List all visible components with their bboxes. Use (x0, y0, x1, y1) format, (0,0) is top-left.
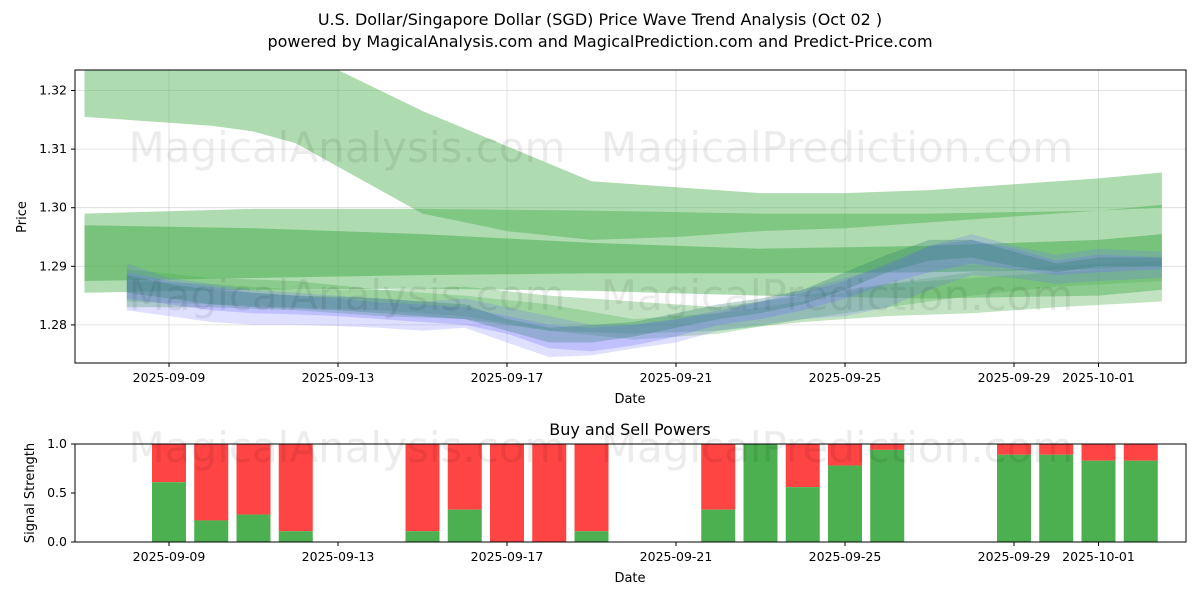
buy-bar (152, 482, 186, 542)
sell-bar (701, 444, 736, 510)
sell-bar (152, 444, 186, 483)
watermark-left-lower: MagicalAnalysis.com (129, 271, 566, 320)
buy-bar (828, 465, 862, 542)
sell-bar (236, 444, 271, 515)
buy-bar (1081, 460, 1116, 542)
lower-x-axis-label: Date (614, 571, 645, 586)
lower-y-ticks: 0.0 0.5 1.0 (47, 436, 75, 549)
chart-title: U.S. Dollar/Singapore Dollar (SGD) Price… (318, 10, 882, 29)
sell-bar (532, 444, 567, 542)
buy-bar (447, 509, 482, 542)
lower-y-tick-label: 0.0 (47, 534, 67, 549)
lower-x-tick-label: 2025-09-21 (640, 549, 713, 564)
buy-bar (870, 449, 905, 542)
buy-bar (574, 531, 609, 542)
band-mid-wave-2 (84, 225, 1162, 281)
upper-x-tick-label: 2025-09-09 (133, 370, 206, 385)
wave-bands (84, 70, 1162, 358)
lower-y-tick-label: 0.5 (47, 485, 67, 500)
band-short-wave-green-1 (126, 266, 1162, 334)
sell-bar (490, 444, 524, 542)
watermark-left-bars: MagicalAnalysis.com (129, 423, 566, 472)
watermark-right-upper: MagicalPrediction.com (601, 123, 1074, 172)
buy-bar (743, 444, 778, 542)
buy-sell-chart: Buy and Sell Powers MagicalAnalysis.com … (23, 420, 1187, 586)
buy-bar (1039, 454, 1074, 542)
upper-y-tick-label: 1.30 (39, 200, 67, 215)
lower-y-tick-label: 1.0 (47, 436, 67, 451)
buy-bar (405, 531, 440, 542)
watermark-right-lower: MagicalPrediction.com (601, 271, 1074, 320)
band-short-wave-green-2 (126, 260, 1162, 340)
lower-x-tick-label: 2025-09-09 (133, 549, 206, 564)
upper-plot-frame (74, 69, 1187, 364)
upper-y-tick-label: 1.32 (39, 83, 67, 98)
upper-x-tick-label: 2025-09-25 (809, 370, 882, 385)
buy-bar (701, 509, 736, 542)
buy-bar (194, 520, 229, 542)
lower-x-tick-label: 2025-09-17 (471, 549, 544, 564)
upper-y-tick-label: 1.29 (39, 258, 67, 273)
buy-bar (278, 531, 313, 542)
upper-x-tick-label: 2025-10-01 (1062, 370, 1135, 385)
sell-bar (997, 444, 1031, 455)
sell-bar (1081, 444, 1116, 461)
sell-bar (1039, 444, 1074, 455)
sell-bar (278, 444, 313, 532)
buy-sell-bars (152, 444, 1158, 542)
lower-x-ticks: 2025-09-09 2025-09-13 2025-09-17 2025-09-21… (133, 542, 1135, 564)
lower-x-tick-label: 2025-09-25 (809, 549, 882, 564)
upper-y-tick-label: 1.28 (39, 317, 67, 332)
upper-x-tick-label: 2025-09-13 (302, 370, 375, 385)
lower-x-tick-label: 2025-09-29 (978, 549, 1051, 564)
sell-bar (828, 444, 862, 466)
lower-plot-frame (74, 443, 1187, 543)
sell-bar (1123, 444, 1158, 461)
upper-x-tick-label: 2025-09-21 (640, 370, 713, 385)
price-wave-chart: MagicalAnalysis.com MagicalPrediction.co… (15, 69, 1187, 407)
chart-subtitle: powered by MagicalAnalysis.com and Magic… (267, 32, 932, 51)
lower-x-tick-label: 2025-09-13 (302, 549, 375, 564)
buy-sell-title: Buy and Sell Powers (549, 420, 711, 439)
upper-x-axis-label: Date (614, 392, 645, 407)
band-short-wave-blue-1 (126, 234, 1162, 358)
sell-bar (785, 444, 820, 488)
sell-bar (574, 444, 609, 532)
sell-bar (194, 444, 229, 521)
band-short-wave-blue-2 (126, 239, 1162, 352)
sell-bar (870, 444, 905, 450)
buy-bar (785, 487, 820, 542)
upper-x-ticks: 2025-09-09 2025-09-13 2025-09-17 2025-09-21… (133, 363, 1135, 385)
upper-y-axis-label: Price (15, 201, 30, 233)
upper-y-ticks: 1.28 1.29 1.30 1.31 1.32 (39, 83, 75, 332)
upper-y-tick-label: 1.31 (39, 141, 67, 156)
upper-x-tick-label: 2025-09-29 (978, 370, 1051, 385)
lower-x-tick-label: 2025-10-01 (1062, 549, 1135, 564)
lower-y-axis-label: Signal Strength (23, 443, 38, 543)
buy-bar (236, 514, 271, 542)
upper-x-tick-label: 2025-09-17 (471, 370, 544, 385)
watermark-left-upper: MagicalAnalysis.com (129, 123, 566, 172)
band-short-wave-teal (126, 239, 1162, 343)
watermark-right-bars: MagicalPrediction.com (601, 423, 1074, 472)
buy-bar (997, 454, 1031, 542)
band-long-wave-upper (84, 70, 1162, 240)
buy-bar (1123, 460, 1158, 542)
sell-bar (447, 444, 482, 510)
sell-bar (405, 444, 440, 532)
